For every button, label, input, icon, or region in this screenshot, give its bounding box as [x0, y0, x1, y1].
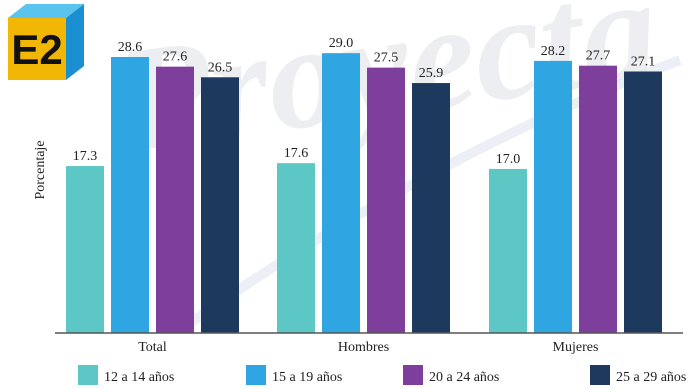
legend-label-series-1: 12 a 14 años [104, 370, 174, 385]
legend-swatch-series-4 [590, 365, 610, 385]
bar-hombres-series-4 [412, 83, 450, 333]
legend-swatch-series-2 [246, 365, 266, 385]
value-label-hombres-series-3: 27.5 [374, 51, 399, 66]
category-label-total: Total [138, 340, 167, 355]
y-axis-label: Porcentaje [33, 140, 48, 199]
value-label-hombres-series-1: 17.6 [284, 146, 309, 161]
legend-label-series-4: 25 a 29 años [616, 370, 686, 385]
value-labels-group: 17.3 28.6 27.6 26.5 17.6 29.0 27.5 25.9 17.0 28.2… [73, 36, 656, 167]
value-label-mujeres-series-1: 17.0 [496, 152, 521, 167]
bar-mujeres-series-1 [489, 168, 527, 333]
category-label-hombres: Hombres [338, 340, 389, 355]
logo-text: E2 [11, 26, 62, 73]
legend-swatch-series-1 [78, 365, 98, 385]
bar-total-series-2 [111, 57, 149, 333]
value-label-mujeres-series-3: 27.7 [586, 49, 611, 64]
bar-total-series-4 [201, 77, 239, 334]
bars-group [66, 53, 662, 334]
bar-mujeres-series-4 [624, 71, 662, 334]
value-label-mujeres-series-2: 28.2 [541, 44, 566, 59]
legend-swatch-series-3 [403, 365, 423, 385]
legend: 12 a 14 años 15 a 19 años 20 a 24 años 25 a… [78, 365, 686, 385]
bar-total-series-1 [66, 166, 104, 333]
legend-label-series-2: 15 a 19 años [272, 370, 342, 385]
value-label-hombres-series-2: 29.0 [329, 36, 354, 51]
bar-hombres-series-1 [277, 163, 315, 333]
value-label-hombres-series-4: 25.9 [419, 66, 444, 81]
value-label-total-series-3: 27.6 [163, 50, 188, 65]
bar-total-series-3 [156, 66, 194, 333]
value-label-total-series-2: 28.6 [118, 40, 143, 55]
category-label-mujeres: Mujeres [553, 340, 599, 355]
value-label-total-series-1: 17.3 [73, 149, 98, 164]
bar-mujeres-series-3 [579, 65, 617, 333]
bar-hombres-series-3 [367, 67, 405, 333]
bar-mujeres-series-2 [534, 60, 572, 334]
legend-label-series-3: 20 a 24 años [429, 370, 499, 385]
e2-logo: E2 [8, 4, 84, 80]
category-labels-group: Total Hombres Mujeres [138, 340, 598, 355]
bar-hombres-series-2 [322, 53, 360, 334]
value-label-total-series-4: 26.5 [208, 60, 233, 75]
value-label-mujeres-series-4: 27.1 [631, 54, 656, 69]
